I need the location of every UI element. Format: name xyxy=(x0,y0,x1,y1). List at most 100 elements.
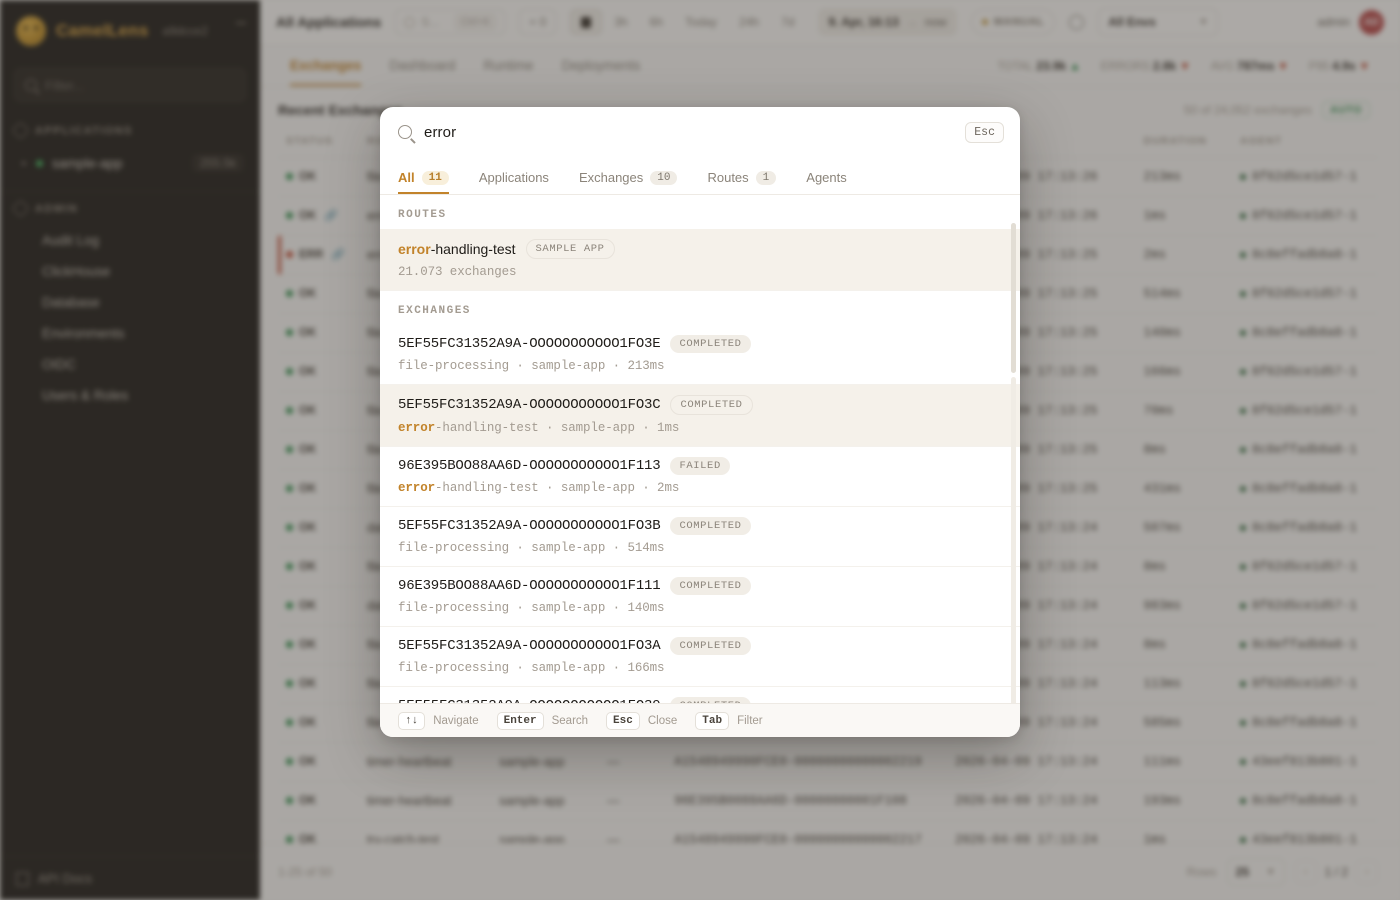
agent-id: 8f62d5ce1d57-1 xyxy=(1252,676,1358,691)
status-label: OK xyxy=(299,482,317,495)
refresh-mode-badge[interactable]: MANUAL xyxy=(970,9,1056,36)
next-page-button[interactable]: › xyxy=(1356,860,1378,884)
cell-status: OK xyxy=(278,742,359,782)
sidebar-item-environments[interactable]: Environments xyxy=(42,326,125,341)
result-item-exchange[interactable]: 96E395BOO88AA6D-OOOOOOOOOOO1F111 COMPLETE… xyxy=(380,567,1020,627)
cell-status: OK xyxy=(278,469,359,509)
status-dot-icon xyxy=(286,836,293,843)
cell-duration: 431ms xyxy=(1135,469,1233,509)
palette-tab-agents[interactable]: Agents xyxy=(806,170,862,194)
agent-id: 8c8effadb8a8-1 xyxy=(1252,793,1358,808)
results-scrollbar[interactable] xyxy=(1011,223,1016,373)
sidebar-item-sample-app[interactable]: ▸ sample-app 255.5k xyxy=(0,147,260,179)
tab-deployments[interactable]: Deployments xyxy=(561,58,641,74)
shortcut-label: Close xyxy=(647,714,678,727)
result-item-exchange[interactable]: 96E395BOO88AA6D-OOOOOOOOOOO1F113 FAILED er… xyxy=(380,447,1020,507)
column-header[interactable]: DURATION xyxy=(1135,128,1233,158)
section-header: Recent Exchanges 50 of 24,052 exchanges … xyxy=(260,87,1400,129)
sidebar-item-audit-log[interactable]: Audit Log xyxy=(42,233,100,248)
column-header[interactable]: STATUS xyxy=(278,128,359,158)
palette-search-input[interactable]: error xyxy=(424,123,457,141)
result-item-exchange[interactable]: 5EF55FC31352A9A-OOOOOOOOOOO1FO39 COMPLETE… xyxy=(380,687,1020,703)
chevron-right-icon[interactable]: ▸ xyxy=(22,157,28,169)
sidebar-filter-input[interactable]: Filter... xyxy=(14,68,246,102)
status-label: OK xyxy=(299,443,317,456)
sidebar-item-api-docs[interactable]: API Docs xyxy=(0,856,260,900)
cell-status: OK xyxy=(278,508,359,548)
range-3h[interactable]: 3h xyxy=(614,15,628,30)
result-subtitle: error-handling-test · sample-app · 2ms xyxy=(398,481,680,495)
cell-exchange-id: A1548949990FCE0-00000000000002217 xyxy=(666,820,947,843)
status-label: OK xyxy=(299,755,317,768)
result-status-badge: COMPLETED xyxy=(670,517,751,535)
table-row[interactable]: OK timer-heartbeat sample-app — A1548949990F… xyxy=(278,742,1378,782)
palette-tab-routes[interactable]: Routes 1 xyxy=(707,170,792,194)
range-24h[interactable]: 24h xyxy=(739,15,760,30)
cell-agent: 8c8effadb8a8-1 xyxy=(1232,703,1378,743)
tab-dashboard[interactable]: Dashboard xyxy=(389,58,456,74)
result-item-exchange[interactable]: 5EF55FC31352A9A-OOOOOOOOOOO1FO3E COMPLETE… xyxy=(380,325,1020,385)
sidebar-item-oidc[interactable]: OIDC xyxy=(42,357,76,372)
trace-link-icon[interactable]: 🔗 xyxy=(331,249,345,262)
range-today[interactable]: Today xyxy=(685,15,718,30)
status-dot-icon xyxy=(286,290,293,298)
sidebar-section-admin: ADMIN xyxy=(0,196,260,225)
status-label: OK xyxy=(299,209,317,222)
table-row[interactable]: OK try-catch-test sample-app — A1548949990FC… xyxy=(278,820,1378,843)
palette-esc-button[interactable]: Esc xyxy=(965,121,1004,143)
result-title: 96E395BOO88AA6D-OOOOOOOOOOO1F113 xyxy=(398,458,661,474)
global-search-input[interactable]: S... Ctrl+K xyxy=(395,9,506,36)
status-label: OK xyxy=(299,170,317,183)
palette-tab-label: Agents xyxy=(806,170,847,185)
live-mode-button[interactable] xyxy=(570,9,603,36)
theme-toggle-icon[interactable] xyxy=(1069,14,1085,30)
palette-tab-exchanges[interactable]: Exchanges 10 xyxy=(579,170,694,194)
result-subtitle: error-handling-test · sample-app · 1ms xyxy=(398,421,680,435)
user-name: admin xyxy=(1317,15,1350,30)
shortcut-key: ↑↓ xyxy=(398,711,426,730)
result-item-exchange[interactable]: 5EF55FC31352A9A-OOOOOOOOOOO1FO3C COMPLETE… xyxy=(380,385,1020,447)
date-range-display[interactable]: 9. Apr, 16:13 → now xyxy=(818,8,957,37)
range-6h[interactable]: 6h xyxy=(649,15,664,30)
result-item-exchange[interactable]: 5EF55FC31352A9A-OOOOOOOOOOO1FO3B COMPLETE… xyxy=(380,507,1020,567)
tab-exchanges[interactable]: Exchanges xyxy=(290,46,361,86)
date-range-end: now xyxy=(924,15,947,30)
status-dot-icon xyxy=(286,602,293,610)
rows-per-page-value: 25 xyxy=(1235,865,1249,879)
palette-tab-applications[interactable]: Applications xyxy=(479,170,565,194)
cell-exchange-id: 96E395B0088AA6D-00000000001F108 xyxy=(666,781,947,821)
sidebar-item-users-roles[interactable]: Users & Roles xyxy=(42,388,129,403)
status-label: ERR xyxy=(299,248,324,261)
result-title: 5EF55FC31352A9A-OOOOOOOOOOO1FO3B xyxy=(398,518,661,534)
cell-agent: 8f62d5ce1d57-1 xyxy=(1232,547,1378,587)
sidebar-collapse-icon[interactable] xyxy=(236,22,246,24)
palette-tab-all[interactable]: All 11 xyxy=(398,170,465,194)
column-header[interactable]: AGENT xyxy=(1232,128,1378,158)
status-dot-icon xyxy=(286,251,293,259)
cell-agent: 8f62d5ce1d57-1 xyxy=(1232,391,1378,431)
table-row[interactable]: OK timer-heartbeat sample-app —96E395B0088A… xyxy=(278,781,1378,821)
sidebar-brand[interactable]: CamelLens a9dcce2 xyxy=(0,0,260,60)
user-menu[interactable]: admin AD xyxy=(1317,9,1384,35)
results-scrollbar-track[interactable] xyxy=(1011,377,1016,703)
cell-duration: 2ms xyxy=(1135,235,1233,275)
add-filter-button[interactable]: + 0 xyxy=(519,9,557,36)
status-dot-icon xyxy=(286,329,293,337)
agent-id: 8c8effadb8a8-1 xyxy=(1252,637,1358,652)
sidebar-item-clickhouse[interactable]: ClickHouse xyxy=(42,264,111,279)
range-7d[interactable]: 7d xyxy=(781,15,795,30)
tab-runtime[interactable]: Runtime xyxy=(483,58,534,74)
result-item-exchange[interactable]: 5EF55FC31352A9A-OOOOOOOOOOO1FO3A COMPLETE… xyxy=(380,627,1020,687)
search-icon xyxy=(404,16,416,28)
result-item-route[interactable]: error-handling-test SAMPLE APP 21.073 exch… xyxy=(380,229,1020,291)
environment-select[interactable]: All Envs ▼ xyxy=(1098,8,1219,37)
prev-page-button[interactable]: ‹ xyxy=(1294,860,1317,884)
shortcut-key: Tab xyxy=(695,711,730,730)
rows-per-page-select[interactable]: 25 ▼ xyxy=(1226,858,1285,886)
trace-link-icon[interactable]: 🔗 xyxy=(324,210,338,223)
palette-tab-label: Applications xyxy=(478,170,549,185)
status-dot-icon xyxy=(1240,290,1247,297)
palette-results-list[interactable]: ROUTES error-handling-test SAMPLE APP 21.07… xyxy=(380,195,1020,703)
sidebar-item-database[interactable]: Database xyxy=(42,295,100,310)
status-dot-icon xyxy=(36,159,44,167)
